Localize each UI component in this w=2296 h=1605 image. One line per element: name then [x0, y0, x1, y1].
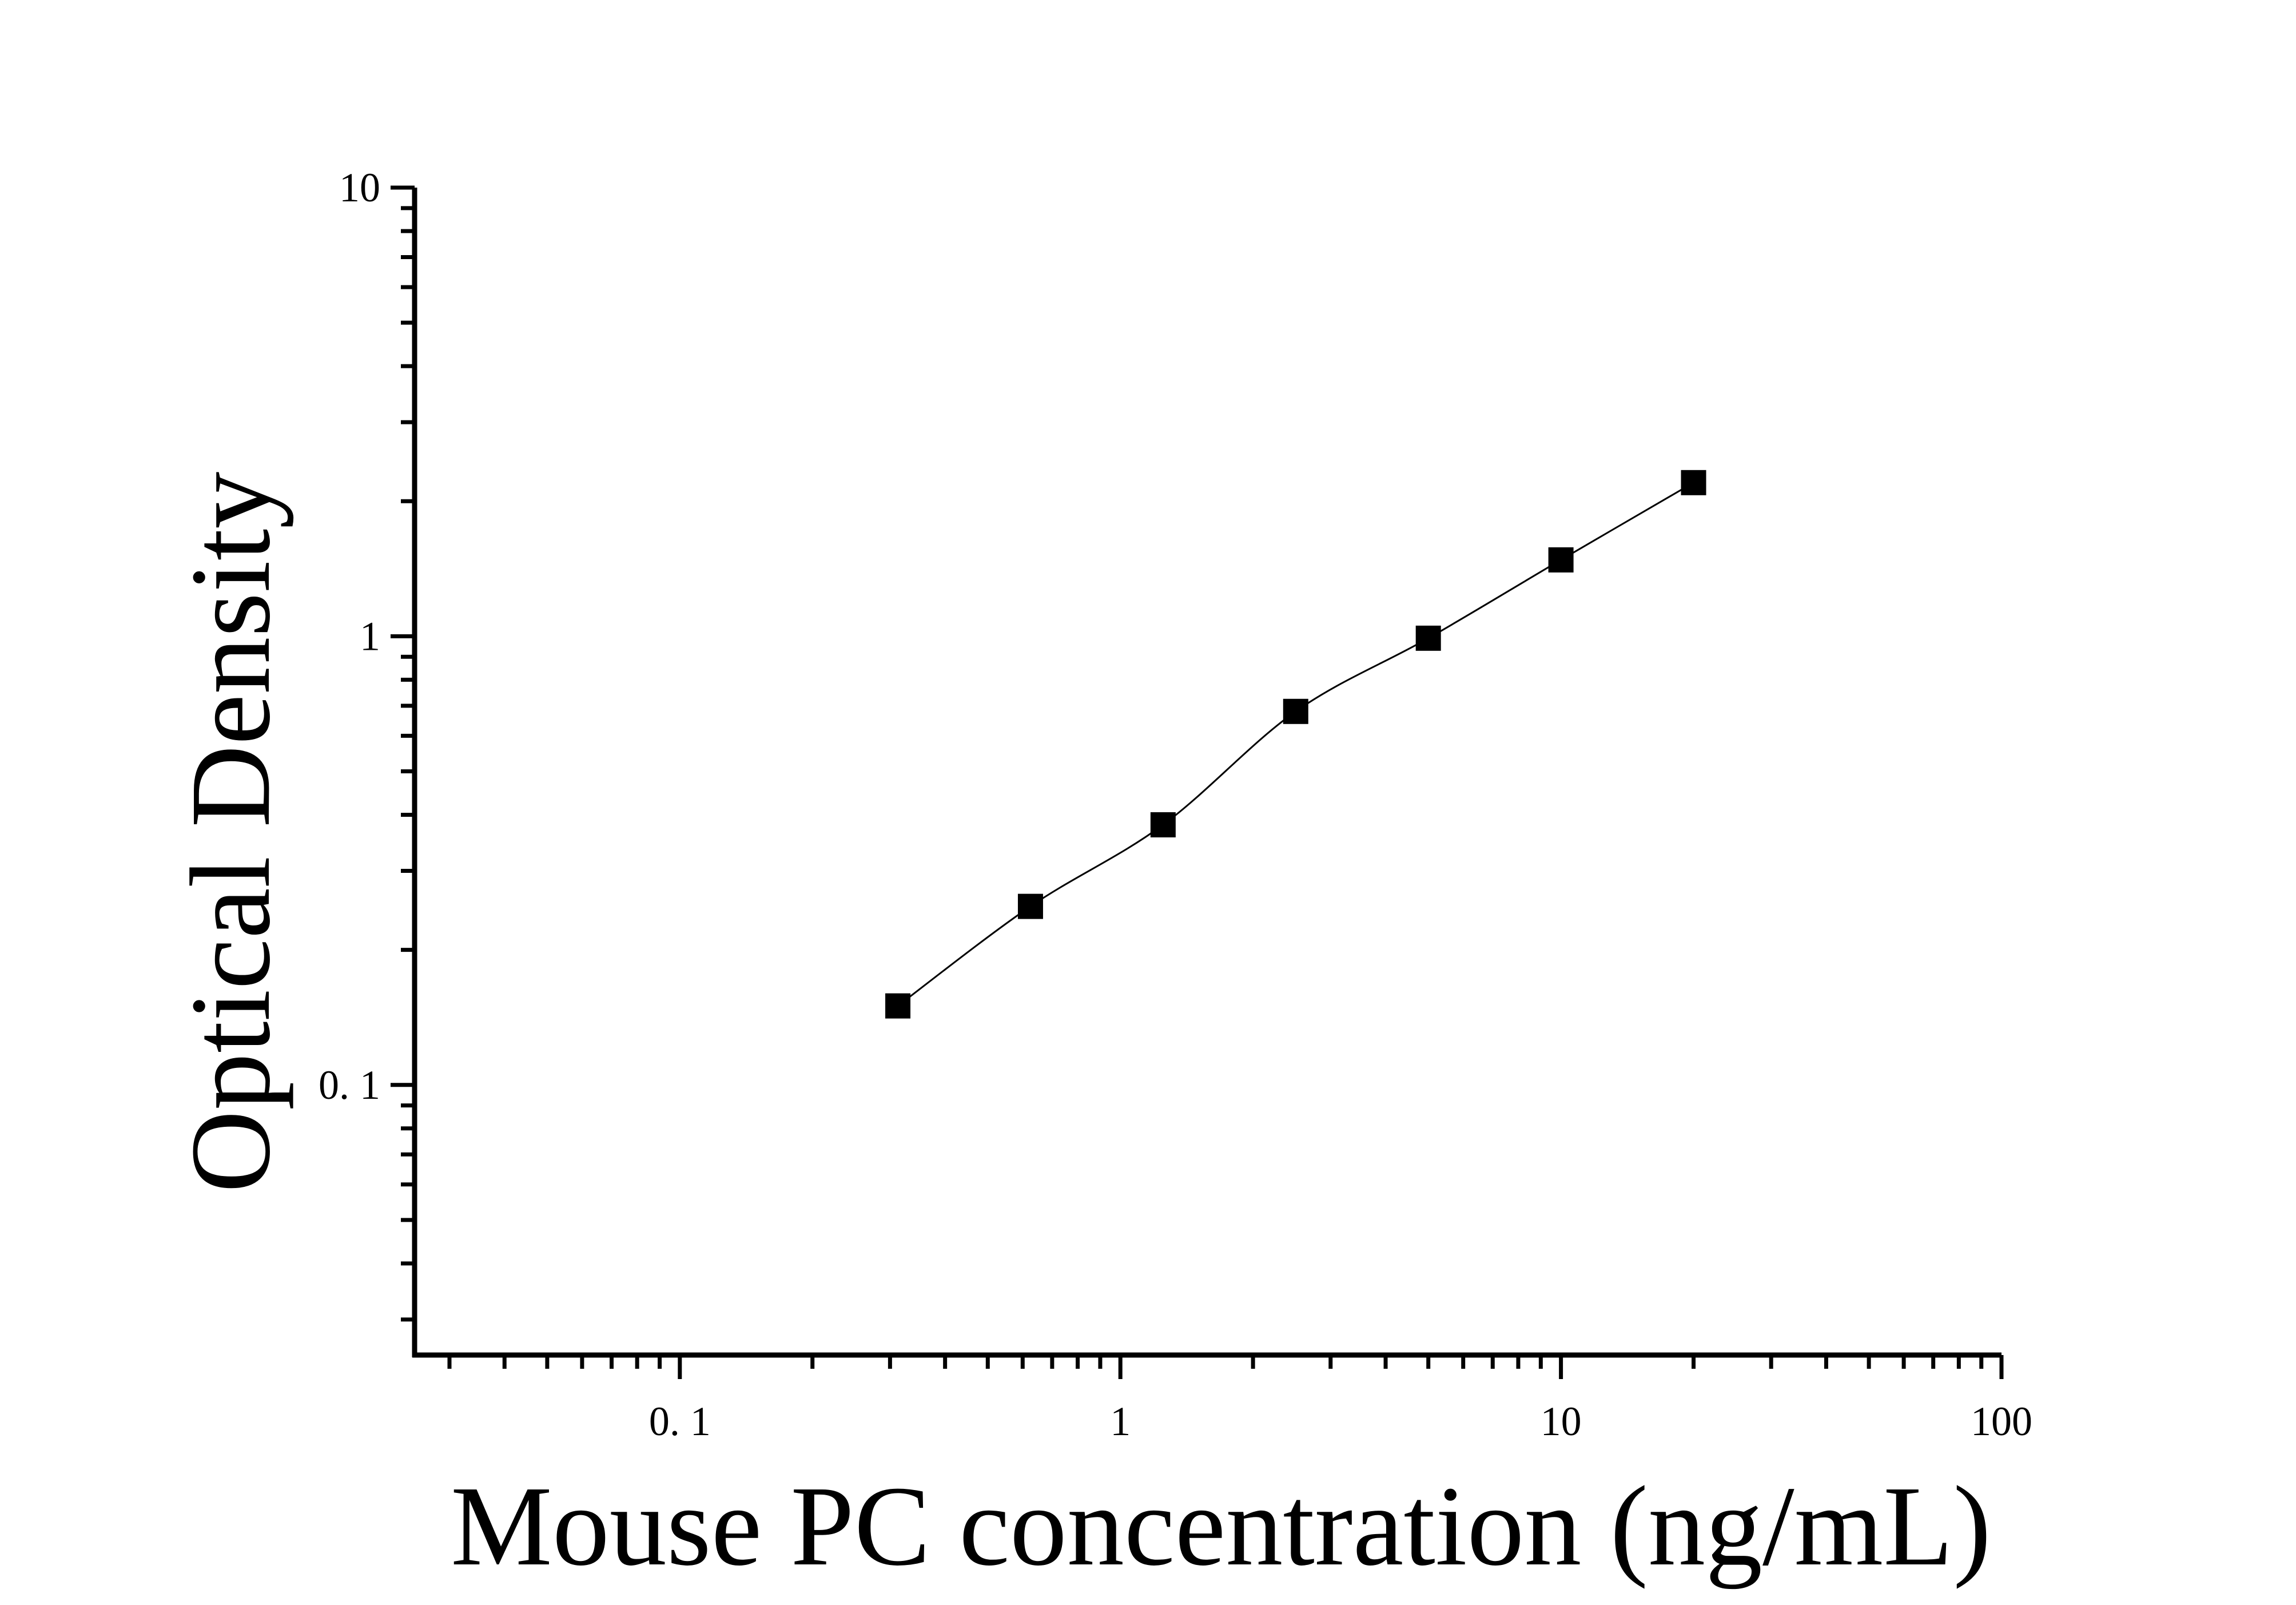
data-point-marker — [1150, 812, 1176, 837]
y-axis-ticks: 0. 1 1 10 — [319, 165, 415, 1322]
x-axis-ticks: 0. 1 1 10 100 — [447, 1355, 2032, 1444]
y-axis-title: Optical Density — [168, 472, 294, 1193]
x-tick-label: 1 — [1110, 1399, 1131, 1444]
data-points — [885, 470, 1706, 1019]
data-point-marker — [1017, 893, 1043, 919]
data-point-marker — [1283, 698, 1308, 724]
y-tick-label: 0. 1 — [319, 1062, 380, 1108]
y-tick-label: 1 — [360, 613, 380, 659]
x-axis-title: Mouse PC concentration (ng/mL) — [451, 1463, 1991, 1590]
fit-line — [897, 482, 1694, 1007]
data-point-marker — [1548, 547, 1574, 573]
data-point-marker — [1415, 625, 1441, 651]
axes — [412, 188, 2001, 1358]
data-point-marker — [1681, 470, 1706, 495]
data-point-marker — [885, 993, 911, 1019]
fit-curve-group — [897, 482, 1694, 1007]
x-tick-label: 100 — [1971, 1399, 2032, 1444]
x-tick-label: 0. 1 — [649, 1399, 711, 1444]
y-tick-label: 10 — [339, 165, 380, 210]
x-tick-label: 10 — [1541, 1399, 1582, 1444]
